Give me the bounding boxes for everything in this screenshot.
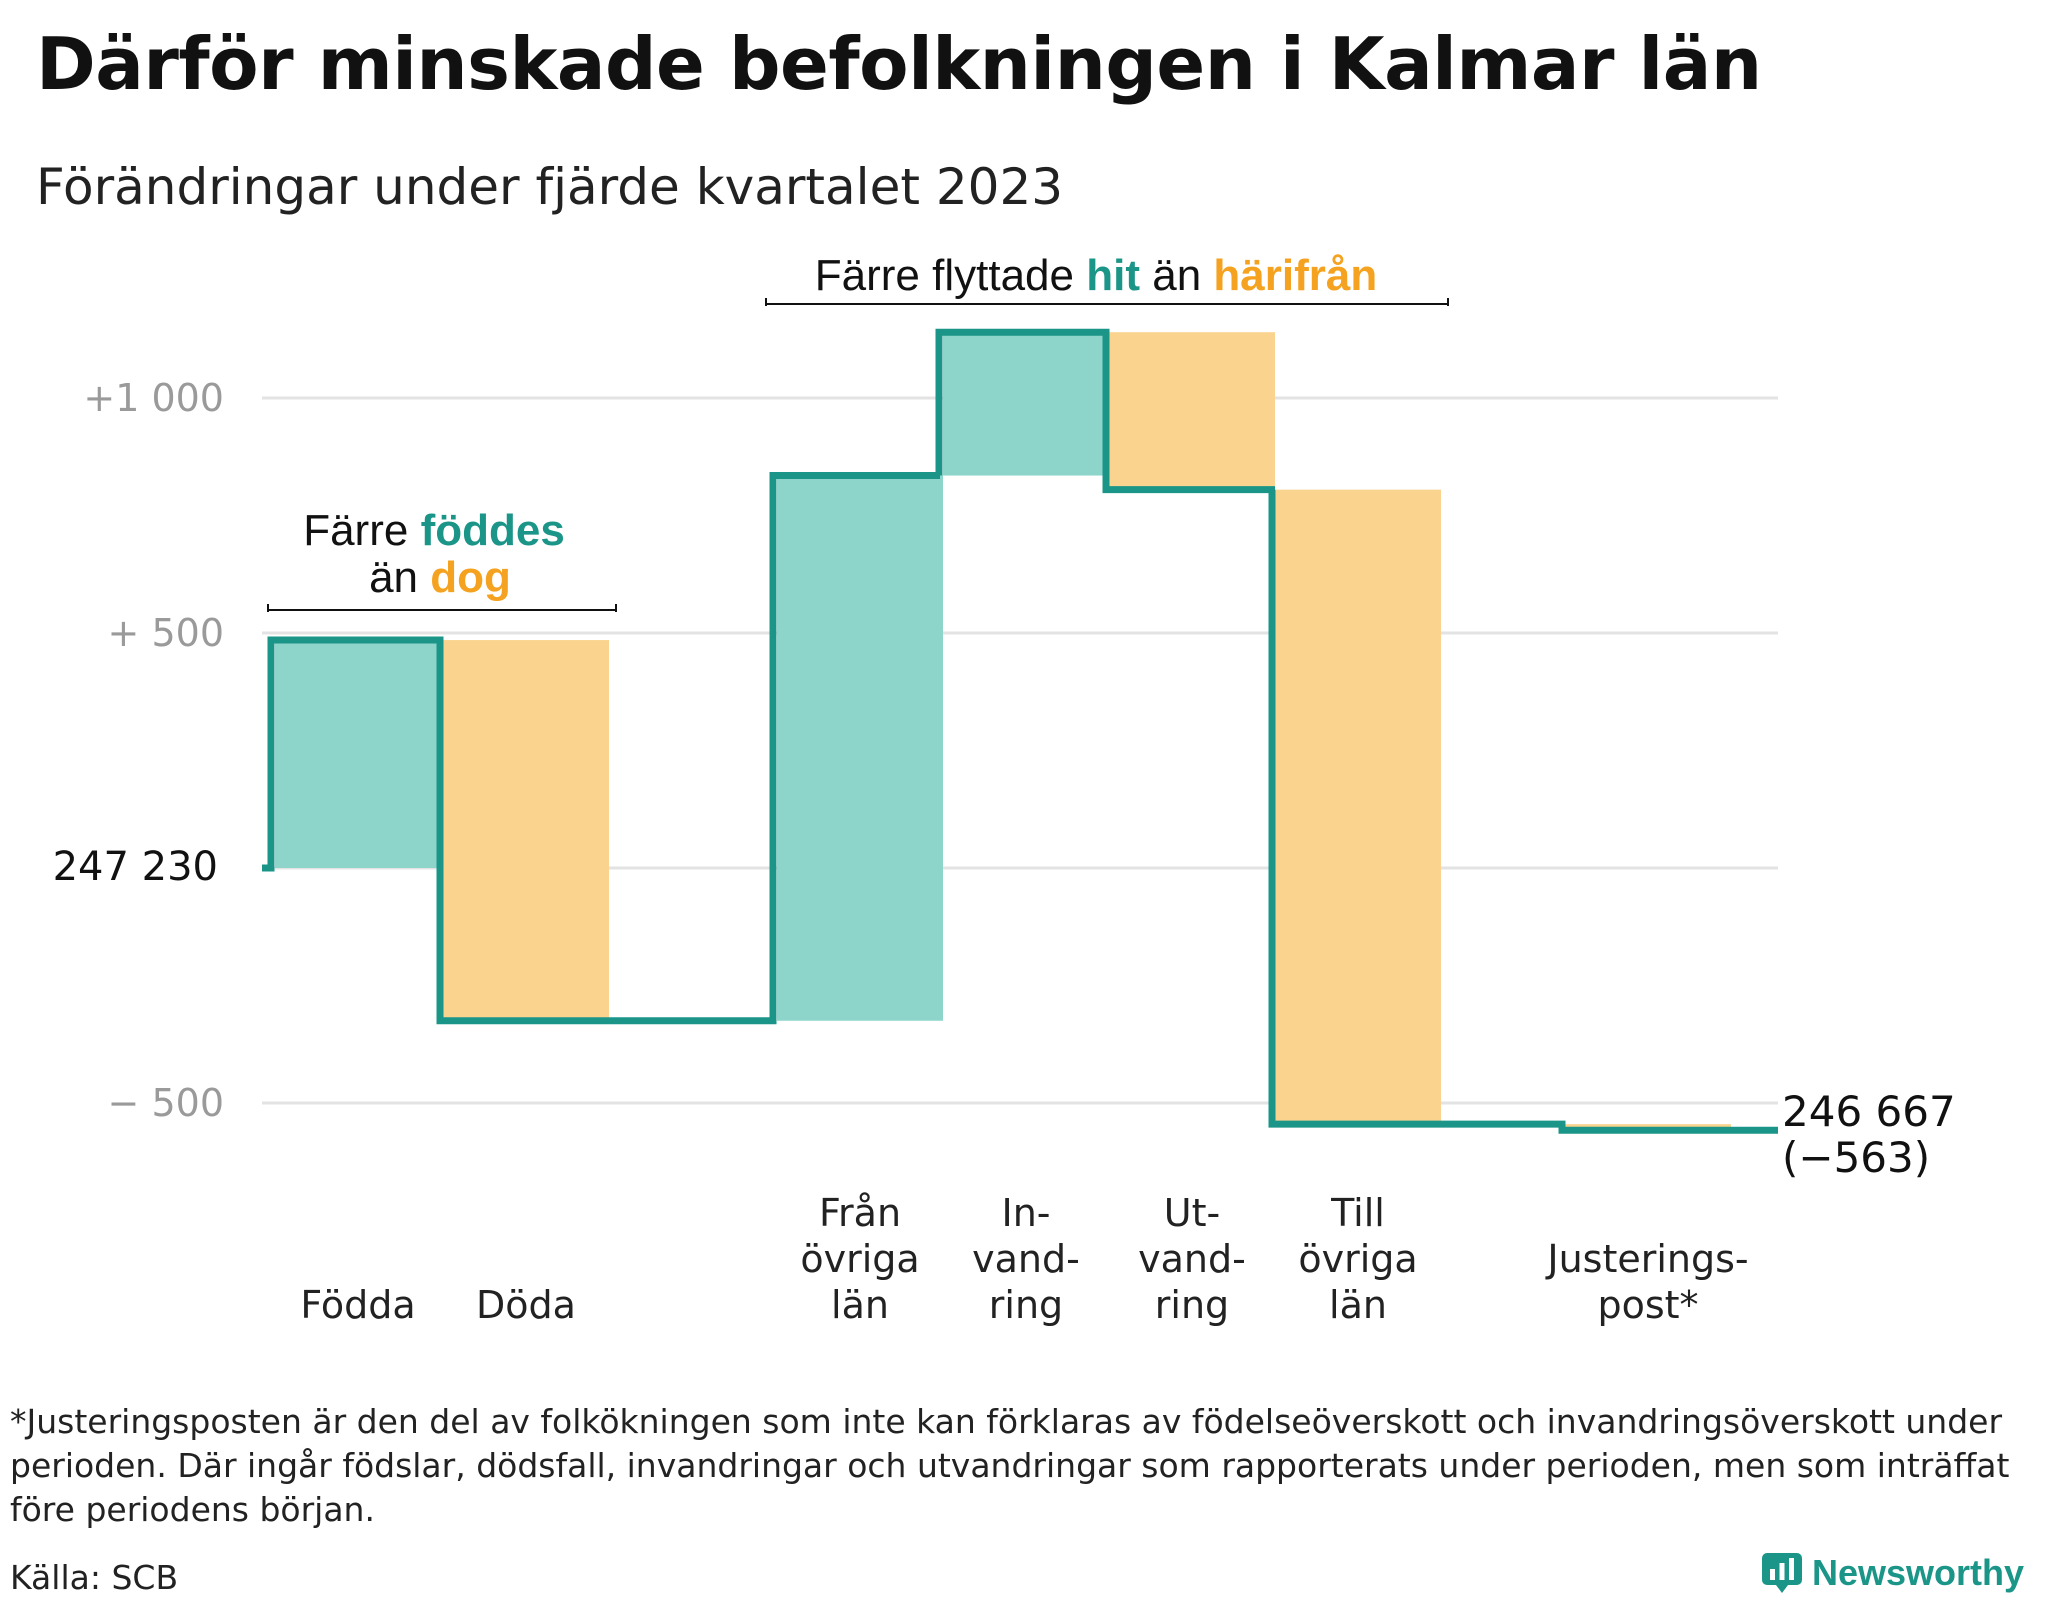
bar-döda — [443, 640, 609, 1021]
bar-födda — [275, 640, 441, 868]
category-label-line: Födda — [300, 1283, 415, 1327]
annotation-natural-line2: än dog — [369, 553, 511, 602]
annotation-migration-out: härifrån — [1213, 251, 1377, 300]
category-label-line: län — [831, 1283, 889, 1327]
annotation-natural-bracket — [267, 604, 617, 612]
cumulative-step-line — [262, 328, 1778, 1134]
category-label-line: övriga — [800, 1237, 919, 1281]
category-label-line: In- — [1001, 1191, 1050, 1235]
annotation-migration-prefix: Färre flyttade — [815, 251, 1074, 300]
category-label-line: Ut- — [1164, 1191, 1220, 1235]
category-label: Döda — [476, 1283, 576, 1327]
newsworthy-logo-icon — [1762, 1553, 1802, 1593]
annotation-natural-out: dog — [430, 553, 511, 602]
footnote: *Justeringsposten är den del av folkökni… — [10, 1402, 2010, 1529]
category-label-line: Till — [1330, 1191, 1385, 1235]
category-label-line: Justerings- — [1545, 1237, 1748, 1281]
y-axis-ticks: +1 000 + 500 − 500 — [83, 376, 224, 1125]
bar-invandring — [943, 332, 1109, 476]
source: Källa: SCB — [10, 1558, 179, 1597]
annotation-migration-line: Färre flyttade hit än härifrån — [815, 251, 1377, 300]
annotation-natural-in: föddes — [421, 506, 565, 555]
category-label: In-vand-ring — [972, 1191, 1080, 1327]
category-label: Från övriga län — [800, 1191, 919, 1327]
y-tick-label: + 500 — [108, 611, 224, 655]
category-label-line: Från — [819, 1191, 901, 1235]
brand: Newsworthy — [1762, 1552, 2024, 1594]
annotation-migration-in: hit — [1086, 251, 1140, 300]
bars — [275, 332, 1731, 1131]
chart-title: Därför minskade befolkningen i Kalmar lä… — [36, 22, 1762, 106]
category-label: Till övriga län — [1298, 1191, 1417, 1327]
start-value-label: 247 230 — [53, 844, 218, 890]
category-label-line: ring — [1155, 1283, 1229, 1327]
end-value-label: 246 667 — [1782, 1087, 1956, 1136]
category-label: Justerings-post* — [1545, 1237, 1748, 1327]
bar-frånövrigalän — [777, 475, 943, 1021]
brand-name: Newsworthy — [1812, 1552, 2025, 1593]
annotation-natural-mid: än — [369, 553, 418, 602]
bar-utvandring — [1109, 332, 1275, 490]
annotation-migration-mid: än — [1152, 251, 1201, 300]
cumulative-line — [262, 328, 1778, 1134]
category-label-line: post* — [1597, 1283, 1698, 1327]
y-tick-label: − 500 — [108, 1081, 224, 1125]
category-label-line: vand- — [1138, 1237, 1246, 1281]
category-label-line: vand- — [972, 1237, 1080, 1281]
chart-subtitle: Förändringar under fjärde kvartalet 2023 — [36, 158, 1064, 216]
category-label: Födda — [300, 1283, 415, 1327]
category-label-line: Döda — [476, 1283, 576, 1327]
y-tick-label: +1 000 — [83, 376, 224, 420]
category-label: Ut-vand-ring — [1138, 1191, 1246, 1327]
annotations: Färre föddes än dog Färre flyttade hit ä… — [267, 251, 1449, 612]
annotation-natural-line1: Färre föddes — [303, 506, 565, 555]
annotation-natural-prefix: Färre — [303, 506, 408, 555]
annotation-migration-bracket — [765, 298, 1449, 306]
total-change-label: (−563) — [1782, 1133, 1930, 1182]
category-label-line: län — [1329, 1283, 1387, 1327]
bar-tillövrigalän — [1275, 489, 1441, 1125]
category-label-line: ring — [989, 1283, 1063, 1327]
category-label-line: övriga — [1298, 1237, 1417, 1281]
